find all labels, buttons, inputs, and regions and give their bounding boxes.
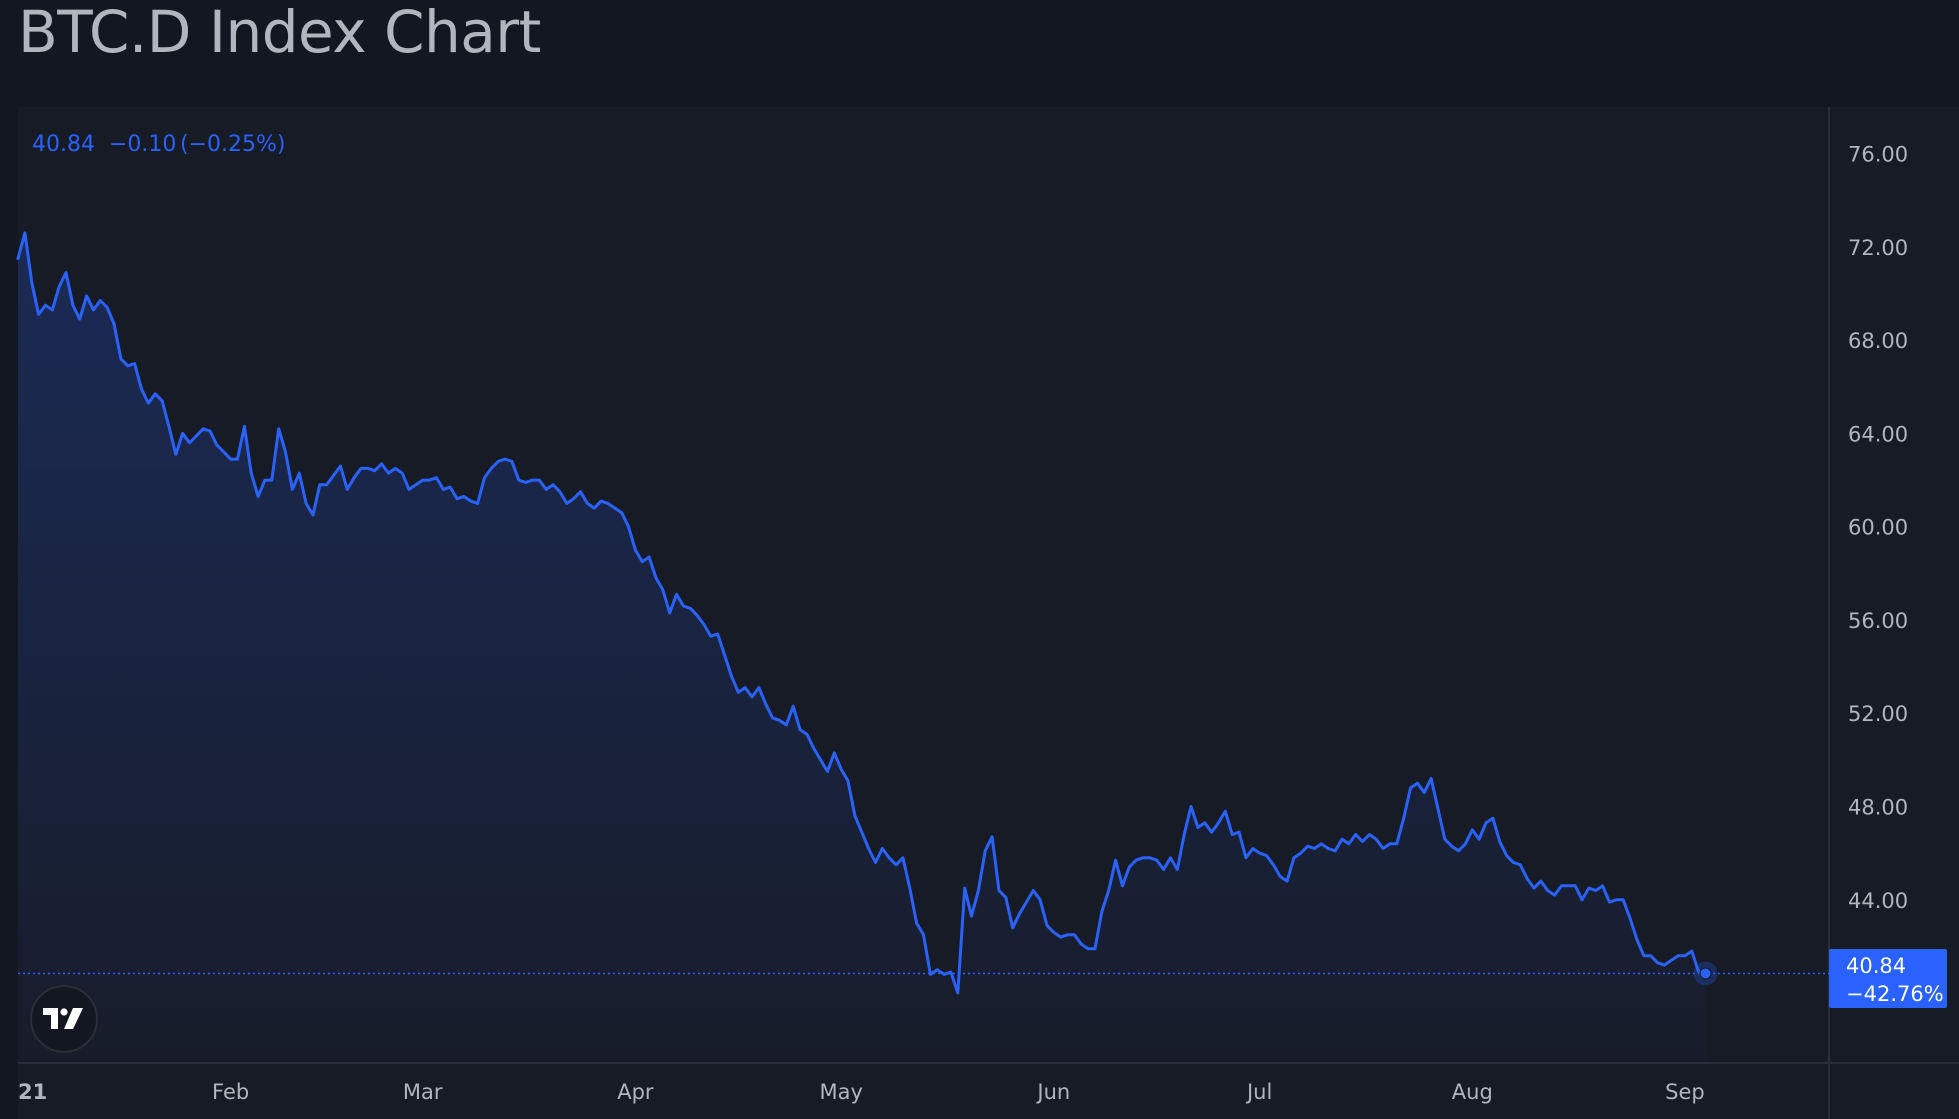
- y-tick-label: 72.00: [1848, 236, 1908, 260]
- y-tick-label: 68.00: [1848, 329, 1908, 353]
- y-tick-label: 60.00: [1848, 516, 1908, 540]
- series-line: [16, 231, 1707, 995]
- y-tick-label: 44.00: [1848, 889, 1908, 913]
- last-price-tag: [1829, 949, 1947, 1008]
- y-tick-label: 64.00: [1848, 422, 1908, 446]
- x-tick-label: May: [819, 1080, 862, 1104]
- x-tick-label: Aug: [1452, 1080, 1493, 1104]
- x-tick-label: Feb: [212, 1080, 249, 1104]
- x-tick-label: Sep: [1665, 1080, 1705, 1104]
- x-tick-label: Apr: [617, 1080, 654, 1104]
- x-tick-label: Jul: [1245, 1080, 1272, 1104]
- x-tick-label: Jun: [1035, 1080, 1070, 1104]
- legend-change-pct: (−0.25%): [180, 132, 286, 157]
- page-title: BTC.D Index Chart: [18, 0, 541, 66]
- x-tick-label: 21: [18, 1080, 47, 1104]
- legend-last-value: 40.84: [32, 132, 95, 157]
- last-price-tag-value: 40.84: [1846, 954, 1906, 978]
- tradingview-logo-mark: [43, 1008, 83, 1029]
- y-tick-label: 48.00: [1848, 796, 1908, 820]
- y-tick-label: 52.00: [1848, 702, 1908, 726]
- last-point-marker[interactable]: [1699, 967, 1712, 980]
- legend-change: −0.10: [109, 132, 176, 157]
- x-tick-label: Mar: [403, 1080, 443, 1104]
- y-tick-label: 76.00: [1848, 143, 1908, 167]
- tradingview-logo-icon[interactable]: [30, 985, 98, 1053]
- series-area-fill: [18, 232, 1706, 1063]
- y-tick-label: 56.00: [1848, 609, 1908, 633]
- last-price-tag-pct: −42.76%: [1846, 982, 1944, 1006]
